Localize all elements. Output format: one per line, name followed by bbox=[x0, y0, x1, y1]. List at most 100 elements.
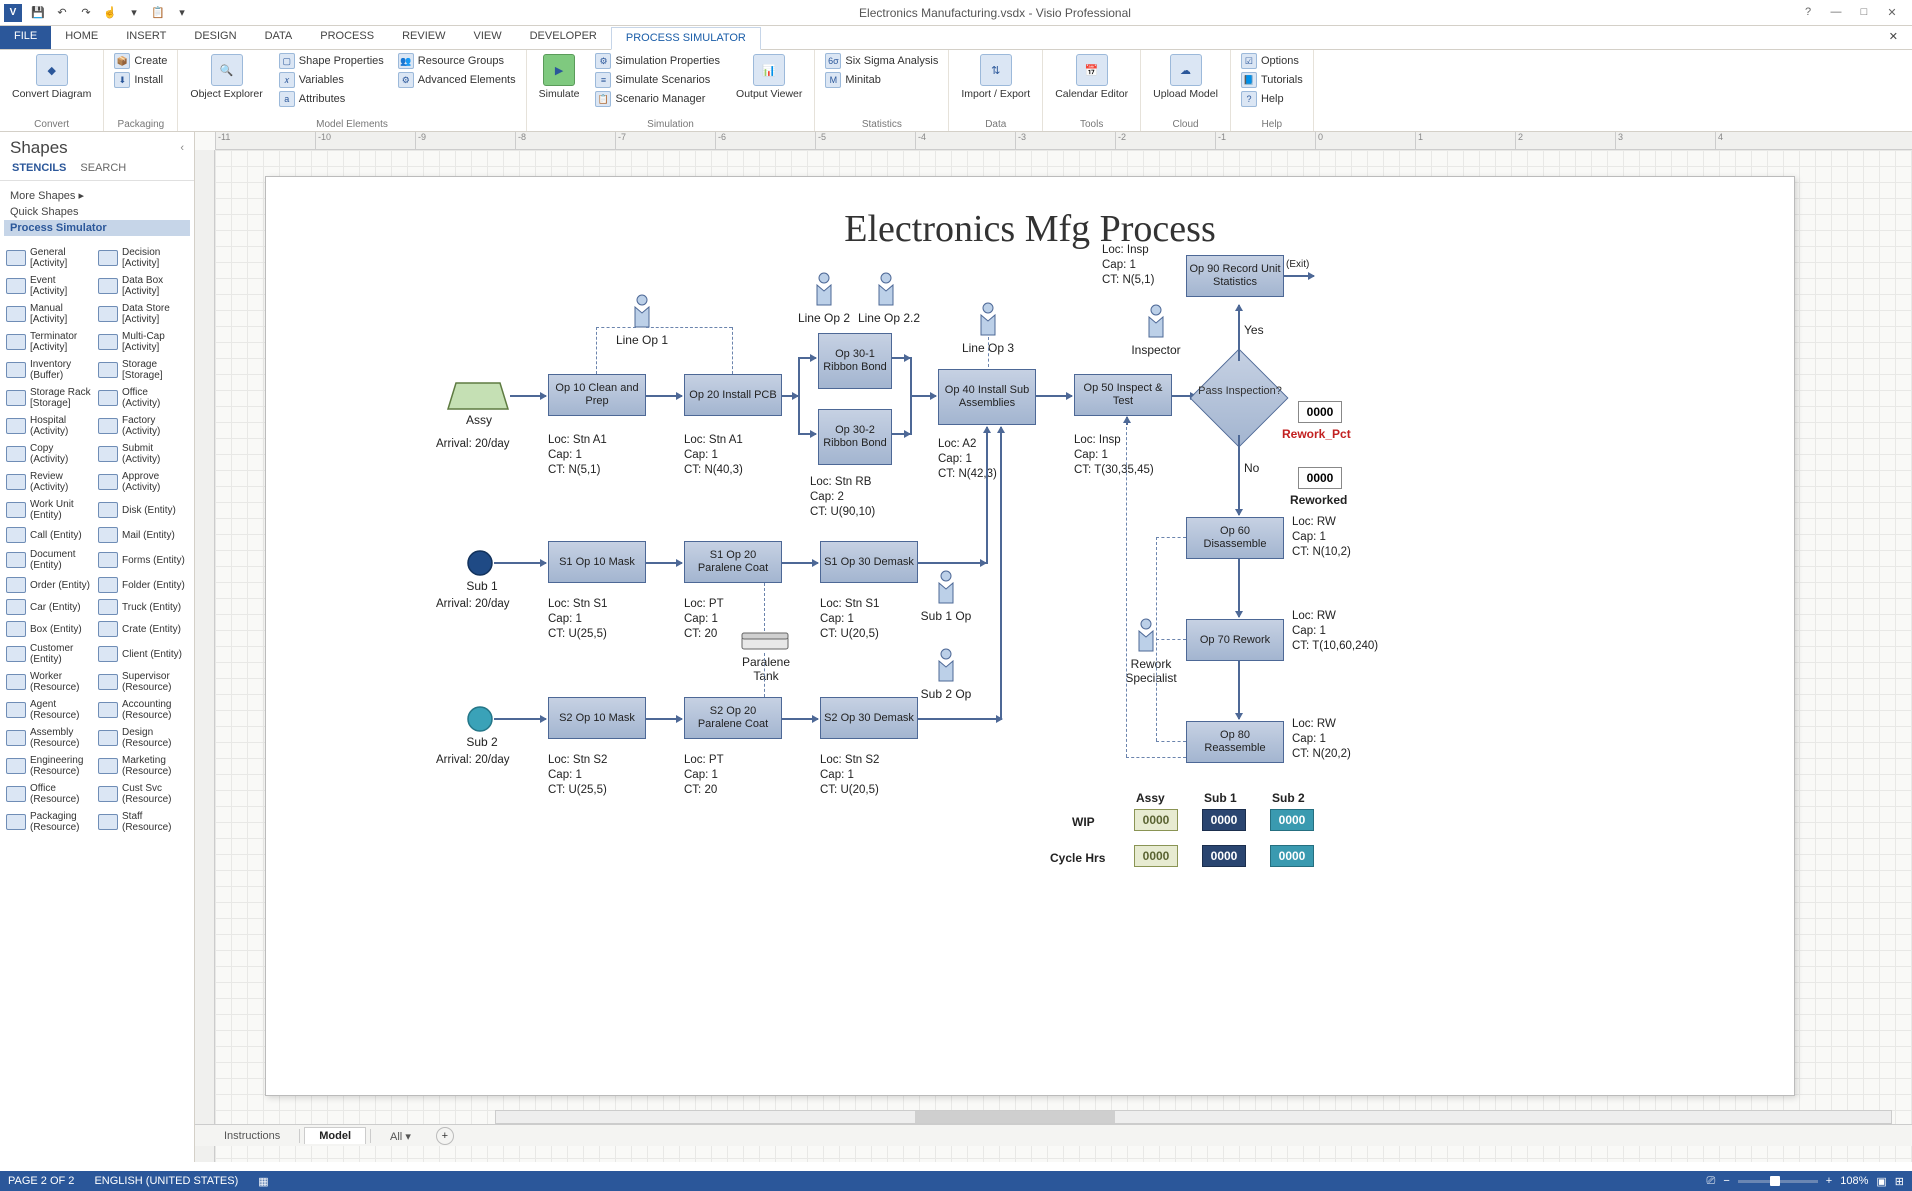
shape-properties-button[interactable]: ▢Shape Properties bbox=[275, 52, 388, 70]
tab-all[interactable]: All ▾ bbox=[375, 1127, 426, 1145]
cyc-sub2[interactable]: 0000 bbox=[1270, 845, 1314, 867]
zoom-slider[interactable] bbox=[1738, 1180, 1818, 1183]
qat-dropdown-icon[interactable]: ▾ bbox=[126, 5, 142, 21]
shape-stencil-item[interactable]: Folder (Entity) bbox=[96, 574, 188, 596]
shape-stencil-item[interactable]: Mail (Entity) bbox=[96, 524, 188, 546]
tab-developer[interactable]: DEVELOPER bbox=[516, 26, 611, 49]
help-button[interactable]: ?Help bbox=[1237, 90, 1307, 108]
quick-shapes-link[interactable]: Quick Shapes bbox=[10, 204, 184, 220]
object-explorer-button[interactable]: 🔍 Object Explorer bbox=[184, 52, 268, 102]
sub2-entity[interactable] bbox=[466, 705, 494, 736]
shape-stencil-item[interactable]: Assembly (Resource) bbox=[4, 724, 96, 752]
horizontal-scrollbar[interactable] bbox=[495, 1110, 1892, 1124]
tutorials-button[interactable]: 📘Tutorials bbox=[1237, 71, 1307, 89]
zoom-out-icon[interactable]: − bbox=[1723, 1175, 1729, 1187]
shape-stencil-item[interactable]: Box (Entity) bbox=[4, 618, 96, 640]
shape-stencil-item[interactable]: Client (Entity) bbox=[96, 640, 188, 668]
help-icon[interactable]: ? bbox=[1800, 6, 1816, 19]
shape-stencil-item[interactable]: Car (Entity) bbox=[4, 596, 96, 618]
shapes-collapse-icon[interactable]: ‹ bbox=[180, 142, 184, 154]
resource-groups-button[interactable]: 👥Resource Groups bbox=[394, 52, 520, 70]
shape-stencil-item[interactable]: Accounting (Resource) bbox=[96, 696, 188, 724]
sub1-op-icon[interactable] bbox=[934, 569, 958, 605]
op60-box[interactable]: Op 60 Disassemble bbox=[1186, 517, 1284, 559]
shape-stencil-item[interactable]: Document (Entity) bbox=[4, 546, 96, 574]
tab-model[interactable]: Model bbox=[304, 1127, 366, 1144]
shape-stencil-item[interactable]: Packaging (Resource) bbox=[4, 808, 96, 836]
drawing-page[interactable]: Electronics Mfg Process Assy Arrival: 20… bbox=[265, 176, 1795, 1096]
decision-diamond[interactable] bbox=[1190, 349, 1289, 448]
shape-stencil-item[interactable]: Decision [Activity] bbox=[96, 244, 188, 272]
scenario-manager-button[interactable]: 📋Scenario Manager bbox=[591, 90, 724, 108]
touch-icon[interactable]: ☝ bbox=[102, 5, 118, 21]
shape-stencil-item[interactable]: Inventory (Buffer) bbox=[4, 356, 96, 384]
op30-2-box[interactable]: Op 30-2 Ribbon Bond bbox=[818, 409, 892, 465]
present-icon[interactable]: ⎚ bbox=[1707, 1175, 1716, 1188]
process-simulator-link[interactable]: Process Simulator bbox=[4, 220, 190, 236]
zoom-level[interactable]: 108% bbox=[1840, 1175, 1868, 1187]
line-op22-icon[interactable] bbox=[874, 271, 898, 307]
shape-stencil-item[interactable]: Cust Svc (Resource) bbox=[96, 780, 188, 808]
paste-icon[interactable]: 📋 bbox=[150, 5, 166, 21]
shape-stencil-item[interactable]: Office (Resource) bbox=[4, 780, 96, 808]
output-viewer-button[interactable]: 📊 Output Viewer bbox=[730, 52, 808, 102]
create-button[interactable]: 📦Create bbox=[110, 52, 171, 70]
six-sigma-button[interactable]: 6σSix Sigma Analysis bbox=[821, 52, 942, 70]
rework-specialist-icon[interactable] bbox=[1134, 617, 1158, 653]
s1op20-box[interactable]: S1 Op 20 Paralene Coat bbox=[684, 541, 782, 583]
simulate-button[interactable]: ▶ Simulate bbox=[533, 52, 586, 102]
wip-sub2[interactable]: 0000 bbox=[1270, 809, 1314, 831]
cyc-assy[interactable]: 0000 bbox=[1134, 845, 1178, 867]
macro-icon[interactable]: ▦ bbox=[258, 1175, 268, 1188]
op40-box[interactable]: Op 40 Install Sub Assemblies bbox=[938, 369, 1036, 425]
op30-1-box[interactable]: Op 30-1 Ribbon Bond bbox=[818, 333, 892, 389]
calendar-editor-button[interactable]: 📅 Calendar Editor bbox=[1049, 52, 1134, 102]
wip-assy[interactable]: 0000 bbox=[1134, 809, 1178, 831]
minitab-button[interactable]: MMinitab bbox=[821, 71, 942, 89]
simulation-properties-button[interactable]: ⚙Simulation Properties bbox=[591, 52, 724, 70]
scrollbar-thumb[interactable] bbox=[915, 1111, 1115, 1123]
shape-stencil-item[interactable]: Approve (Activity) bbox=[96, 468, 188, 496]
shape-stencil-item[interactable]: Event [Activity] bbox=[4, 272, 96, 300]
tab-instructions[interactable]: Instructions bbox=[209, 1127, 295, 1144]
tab-file[interactable]: FILE bbox=[0, 26, 51, 49]
shape-stencil-item[interactable]: Design (Resource) bbox=[96, 724, 188, 752]
attributes-button[interactable]: aAttributes bbox=[275, 90, 388, 108]
fit-page-icon[interactable]: ▣ bbox=[1876, 1175, 1886, 1188]
pan-zoom-icon[interactable]: ⊞ bbox=[1895, 1175, 1904, 1188]
qat-more-icon[interactable]: ▾ bbox=[174, 5, 190, 21]
shape-stencil-item[interactable]: Call (Entity) bbox=[4, 524, 96, 546]
import-export-button[interactable]: ⇅ Import / Export bbox=[955, 52, 1036, 102]
upload-model-button[interactable]: ☁ Upload Model bbox=[1147, 52, 1224, 102]
shape-stencil-item[interactable]: Storage Rack [Storage] bbox=[4, 384, 96, 412]
shape-stencil-item[interactable]: Office (Activity) bbox=[96, 384, 188, 412]
line-op2-icon[interactable] bbox=[812, 271, 836, 307]
cyc-sub1[interactable]: 0000 bbox=[1202, 845, 1246, 867]
shape-stencil-item[interactable]: Agent (Resource) bbox=[4, 696, 96, 724]
shape-stencil-item[interactable]: Engineering (Resource) bbox=[4, 752, 96, 780]
op10-box[interactable]: Op 10 Clean and Prep bbox=[548, 374, 646, 416]
inspector-icon[interactable] bbox=[1144, 303, 1168, 339]
paralene-tank-icon[interactable] bbox=[740, 631, 790, 656]
save-icon[interactable]: 💾 bbox=[30, 5, 46, 21]
s2op20-box[interactable]: S2 Op 20 Paralene Coat bbox=[684, 697, 782, 739]
shape-stencil-item[interactable]: Worker (Resource) bbox=[4, 668, 96, 696]
maximize-icon[interactable]: □ bbox=[1856, 6, 1872, 19]
tab-close-icon[interactable]: ✕ bbox=[1875, 26, 1912, 49]
tab-view[interactable]: VIEW bbox=[459, 26, 515, 49]
shape-stencil-item[interactable]: Terminator [Activity] bbox=[4, 328, 96, 356]
shape-stencil-item[interactable]: Data Store [Activity] bbox=[96, 300, 188, 328]
shape-stencil-item[interactable]: Customer (Entity) bbox=[4, 640, 96, 668]
add-page-button[interactable]: + bbox=[436, 1127, 454, 1145]
shape-stencil-item[interactable]: Multi-Cap [Activity] bbox=[96, 328, 188, 356]
shape-stencil-item[interactable]: Work Unit (Entity) bbox=[4, 496, 96, 524]
shape-stencil-item[interactable]: Factory (Activity) bbox=[96, 412, 188, 440]
wip-sub1[interactable]: 0000 bbox=[1202, 809, 1246, 831]
tab-design[interactable]: DESIGN bbox=[180, 26, 250, 49]
shape-stencil-item[interactable]: Copy (Activity) bbox=[4, 440, 96, 468]
options-button[interactable]: ☑Options bbox=[1237, 52, 1307, 70]
op70-box[interactable]: Op 70 Rework bbox=[1186, 619, 1284, 661]
shape-stencil-item[interactable]: Manual [Activity] bbox=[4, 300, 96, 328]
shape-stencil-item[interactable]: Order (Entity) bbox=[4, 574, 96, 596]
op80-box[interactable]: Op 80 Reassemble bbox=[1186, 721, 1284, 763]
